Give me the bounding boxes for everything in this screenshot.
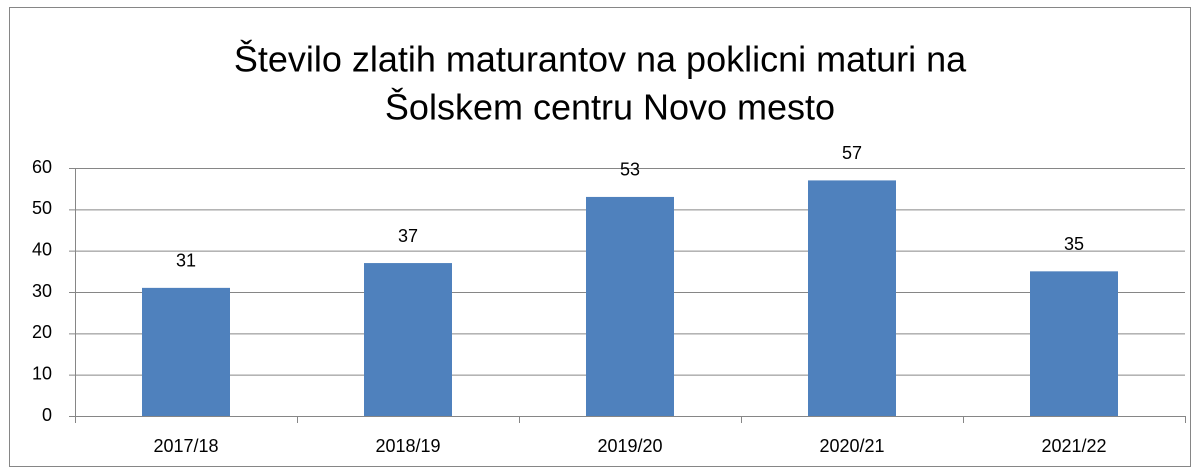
bar bbox=[586, 196, 674, 416]
chart-title: Šolskem centru Novo mesto bbox=[385, 87, 835, 128]
data-label: 53 bbox=[620, 160, 640, 180]
y-tick-label: 50 bbox=[32, 198, 52, 218]
bar bbox=[808, 180, 896, 416]
y-tick-label: 20 bbox=[32, 322, 52, 342]
x-tick-label: 2017/18 bbox=[153, 436, 218, 456]
y-tick-label: 40 bbox=[32, 239, 52, 259]
x-tick-label: 2021/22 bbox=[1041, 436, 1106, 456]
x-tick-label: 2020/21 bbox=[819, 436, 884, 456]
bar bbox=[364, 263, 452, 416]
data-label: 31 bbox=[176, 251, 196, 271]
y-tick-label: 60 bbox=[32, 157, 52, 177]
bar bbox=[142, 287, 230, 416]
bar bbox=[1030, 271, 1118, 416]
data-label: 37 bbox=[398, 226, 418, 246]
x-tick-label: 2019/20 bbox=[597, 436, 662, 456]
y-tick-label: 0 bbox=[42, 405, 52, 425]
y-tick-label: 30 bbox=[32, 281, 52, 301]
data-label: 57 bbox=[842, 143, 862, 163]
chart-title: Število zlatih maturantov na poklicni ma… bbox=[234, 39, 967, 80]
x-tick-label: 2018/19 bbox=[375, 436, 440, 456]
y-tick-label: 10 bbox=[32, 363, 52, 383]
data-label: 35 bbox=[1064, 234, 1084, 254]
